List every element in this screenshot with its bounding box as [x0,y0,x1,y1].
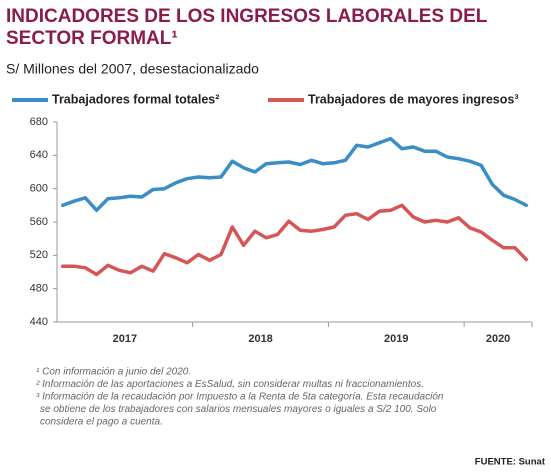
y-tick-label: 600 [30,183,48,195]
chart-subtitle: S/ Millones del 2007, desestacionalizado [6,61,259,77]
x-tick-label: 2017 [113,333,137,345]
x-tick-label: 2020 [486,333,510,345]
y-tick-label: 640 [30,149,48,161]
footnote: ³ Información de la recaudación por Impu… [36,392,444,403]
footnote: se obtiene de los trabajadores con salar… [40,404,437,415]
footnote: ¹ Con información a junio del 2020. [36,367,191,378]
legend-label: Trabajadores formal totales² [52,92,219,106]
legend-label: Trabajadores de mayores ingresos³ [308,92,519,106]
y-tick-label: 680 [30,116,48,128]
y-tick-label: 560 [30,216,48,228]
chart-title: INDICADORES DE LOS INGRESOS LABORALES DE… [6,6,488,27]
y-tick-label: 480 [30,283,48,295]
chart-title: SECTOR FORMAL¹ [6,28,178,49]
x-tick-label: 2019 [384,333,408,345]
y-tick-label: 520 [30,249,48,261]
y-tick-label: 440 [30,316,48,328]
footnote: considera el pago a cuenta. [40,417,163,428]
line-series [60,203,529,277]
source: FUENTE: Sunat [475,457,546,468]
x-tick-label: 2018 [248,333,272,345]
footnote: ² Información de las aportaciones a EsSa… [36,379,424,390]
line-series [60,136,529,213]
